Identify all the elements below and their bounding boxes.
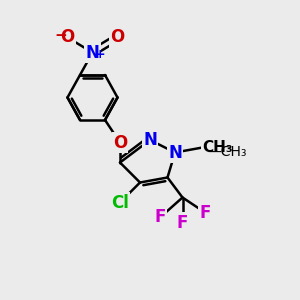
Text: O: O [113,134,127,152]
Text: Cl: Cl [111,194,129,211]
Text: −: − [55,28,68,43]
Text: F: F [199,203,211,221]
Text: —CH₃: —CH₃ [208,146,247,160]
Text: N: N [85,44,99,62]
Text: F: F [154,208,166,226]
Text: O: O [110,28,124,46]
Text: O: O [60,28,75,46]
Text: N: N [143,131,157,149]
Text: N: N [168,143,182,161]
Text: CH₃: CH₃ [202,140,233,155]
Text: +: + [95,49,105,62]
Text: F: F [177,214,188,232]
